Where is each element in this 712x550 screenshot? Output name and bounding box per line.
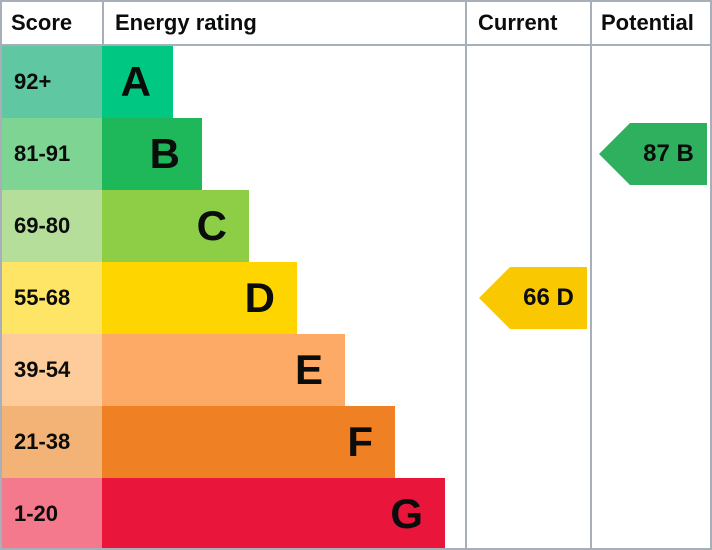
score-range-cell: 21-38 [2,406,102,478]
band-letter: E [294,346,323,393]
current-rating-arrow: 66 D [479,267,587,329]
header-potential-label: Potential [601,10,694,35]
band-bar-zone: F [102,406,465,478]
header-score-label: Score [11,10,73,35]
score-range-label: 21-38 [14,429,71,454]
band-bar-zone: A [102,46,465,118]
current-rating-label: 66 D [523,284,574,311]
potential-cell [590,262,710,334]
band-letter: G [390,490,423,537]
epc-band-row: 55-68 D 66 D [2,262,710,334]
band-bar-zone: B [102,118,465,190]
band-bar-zone: E [102,334,465,406]
potential-cell [590,478,710,548]
band-bar-a: A [102,46,173,118]
score-range-cell: 1-20 [2,478,102,548]
potential-rating-arrow: 87 B [599,123,707,185]
score-range-cell: 39-54 [2,334,102,406]
score-range-cell: 92+ [2,46,102,118]
band-letter: A [120,58,151,105]
epc-band-row: 92+ A [2,46,710,118]
score-range-label: 92+ [14,69,52,94]
header-energy-label: Energy rating [115,10,257,35]
band-bar-zone: G [102,478,465,548]
epc-band-row: 21-38 F [2,406,710,478]
score-range-cell: 81-91 [2,118,102,190]
epc-body: 92+ A 81-91 B 87 B 69-80 C 55-68 D 66 D 39-54 E 21-3… [2,46,710,548]
score-range-label: 81-91 [14,141,71,166]
band-letter: F [347,418,373,465]
band-letter: D [244,274,275,321]
band-bar-zone: D [102,262,465,334]
score-range-cell: 69-80 [2,190,102,262]
header-current-label: Current [478,10,558,35]
potential-cell [590,46,710,118]
epc-header: Score Energy rating Current Potential [2,2,710,46]
potential-rating-label: 87 B [643,140,694,167]
band-bar-e: E [102,334,345,406]
score-range-label: 39-54 [14,357,71,382]
current-cell: 66 D [465,262,590,334]
current-cell [465,118,590,190]
band-bar-zone: C [102,190,465,262]
band-bar-f: F [102,406,395,478]
potential-arrow-shape [599,123,707,185]
epc-band-row: 39-54 E [2,334,710,406]
band-bar-b: B [102,118,202,190]
current-cell [465,478,590,548]
score-range-label: 1-20 [14,501,59,526]
band-bar-g: G [102,478,445,548]
band-bar-d: D [102,262,297,334]
current-cell [465,406,590,478]
current-cell [465,334,590,406]
potential-cell: 87 B [590,118,710,190]
potential-cell [590,190,710,262]
potential-cell [590,406,710,478]
score-range-cell: 55-68 [2,262,102,334]
band-letter: C [196,202,227,249]
header-current: Current [465,2,590,44]
header-energy-rating: Energy rating [102,2,465,44]
epc-band-row: 1-20 G [2,478,710,548]
epc-band-row: 69-80 C [2,190,710,262]
band-letter: B [149,130,180,177]
header-potential: Potential [590,2,710,44]
header-score: Score [2,2,102,44]
current-cell [465,190,590,262]
epc-band-row: 81-91 B 87 B [2,118,710,190]
band-bar-c: C [102,190,249,262]
score-range-label: 55-68 [14,285,71,310]
current-cell [465,46,590,118]
potential-cell [590,334,710,406]
current-arrow-shape [479,267,587,329]
score-range-label: 69-80 [14,213,71,238]
